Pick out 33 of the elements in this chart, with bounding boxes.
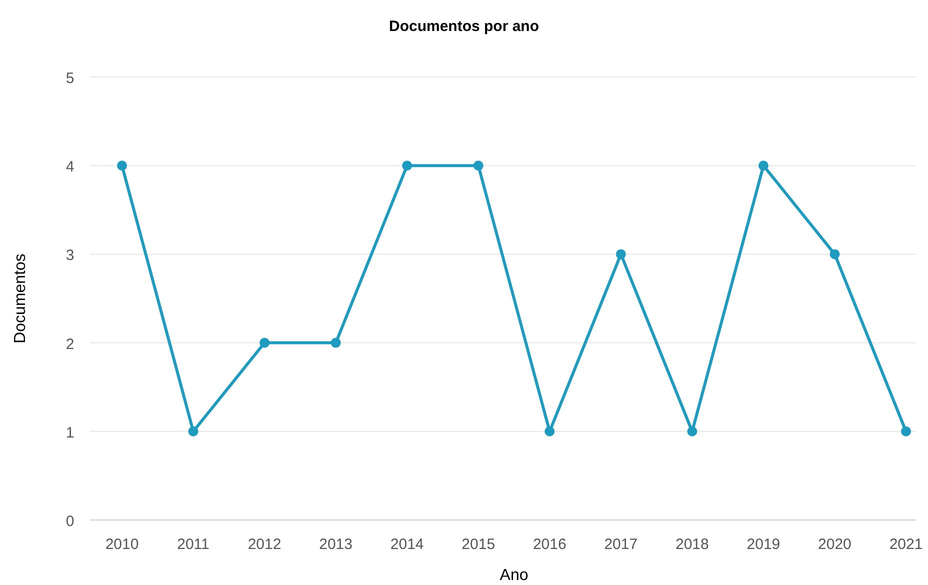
x-tick-label: 2013: [319, 536, 353, 553]
y-axis-title: Documentos: [12, 254, 29, 344]
y-tick-label: 2: [66, 336, 74, 353]
y-tick-label: 1: [66, 424, 74, 442]
point: [758, 160, 768, 171]
x-tick-label: 2014: [390, 536, 424, 553]
x-tick-label: 2010: [105, 536, 139, 553]
x-tick-label: 2018: [675, 536, 709, 553]
x-tick-label: 2020: [818, 536, 852, 553]
x-tick-label: 2015: [462, 536, 496, 553]
point: [188, 426, 198, 436]
point: [544, 426, 555, 436]
point: [473, 160, 484, 171]
x-tick-label: 2021: [889, 536, 923, 553]
x-tick-label: 2011: [177, 536, 210, 553]
x-tick-label: 2016: [532, 536, 566, 553]
x-tick-label: 2019: [746, 536, 780, 553]
x-tick-label: 2012: [248, 536, 282, 553]
point: [117, 160, 127, 171]
y-tick-label: 0: [66, 513, 74, 530]
x-tick-label: 2017: [604, 536, 638, 553]
point: [901, 426, 911, 436]
point: [616, 249, 626, 260]
chart-title: Documentos por ano: [388, 18, 540, 35]
point: [260, 338, 270, 348]
point: [402, 160, 412, 171]
point: [330, 338, 341, 348]
y-tick-label: 5: [66, 70, 74, 87]
x-axis-title: Ano: [500, 567, 528, 584]
point: [830, 249, 840, 260]
y-tick-label: 3: [66, 247, 74, 264]
point: [687, 426, 698, 436]
y-tick-label: 4: [66, 158, 74, 176]
